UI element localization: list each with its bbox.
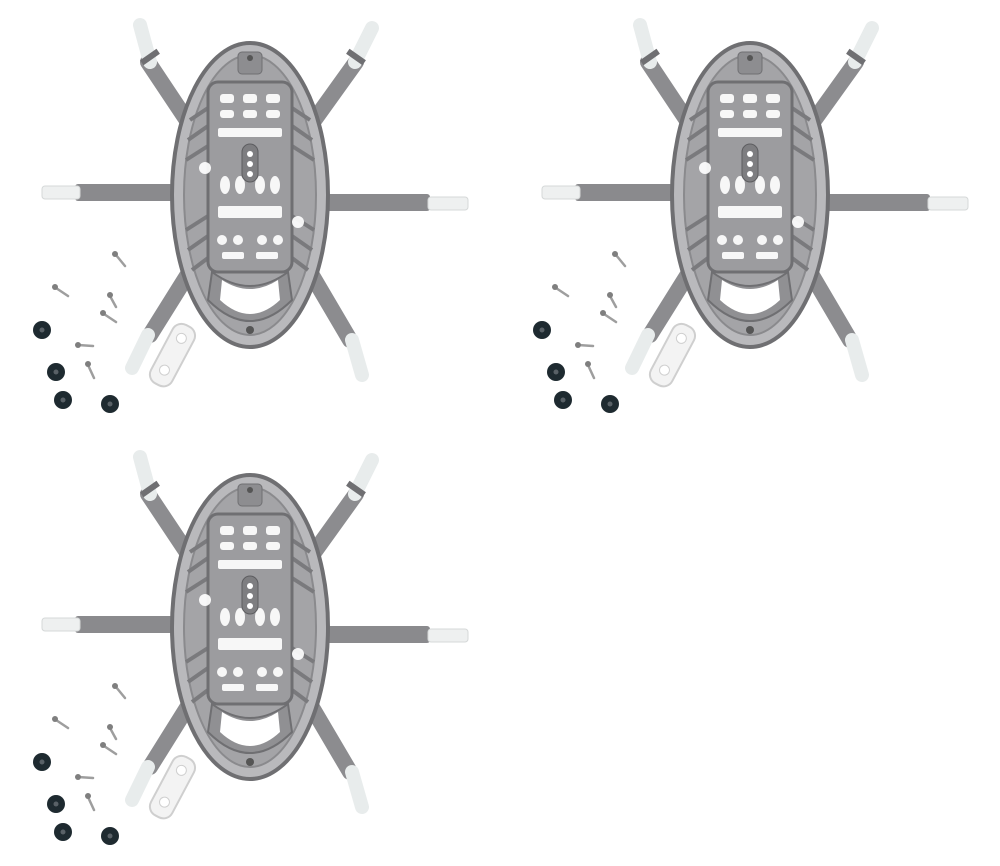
- drone-frame-kit-3: [33, 457, 468, 845]
- drone-frame-kit-1: [33, 25, 468, 413]
- drone-frame-kit-2: [533, 25, 968, 413]
